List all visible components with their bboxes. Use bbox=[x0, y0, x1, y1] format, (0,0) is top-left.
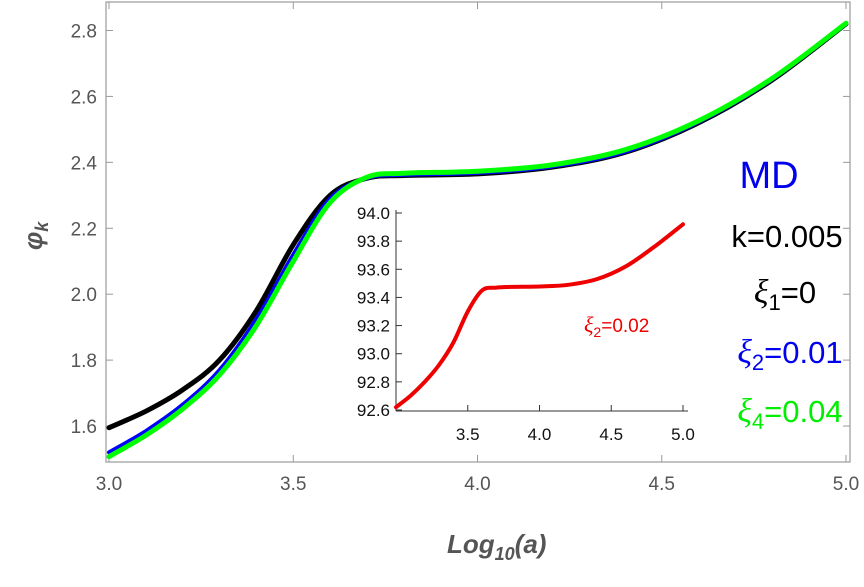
legend-k: k=0.005 bbox=[731, 219, 842, 254]
y-axis-label: φk bbox=[18, 221, 52, 250]
y-tick-label: 1.8 bbox=[71, 351, 97, 372]
inset-y-tick-label: 92.6 bbox=[357, 401, 390, 420]
x-tick-label: 5.0 bbox=[833, 474, 859, 495]
y-tick-label: 1.6 bbox=[71, 417, 97, 438]
y-tick-label: 2.8 bbox=[71, 21, 97, 42]
x-tick-label: 3.0 bbox=[96, 474, 122, 495]
inset-y-tick-label: 94.0 bbox=[357, 204, 390, 223]
x-tick-label: 4.5 bbox=[649, 474, 675, 495]
inset-x-tick-label: 3.5 bbox=[456, 425, 480, 444]
inset-y-tick-label: 93.2 bbox=[357, 317, 390, 336]
legend-xi1: ξ1=0 bbox=[754, 274, 816, 315]
inset-y-tick-label: 93.0 bbox=[357, 345, 390, 364]
y-tick-label: 2.2 bbox=[71, 219, 97, 240]
inset-y-tick-label: 93.4 bbox=[357, 288, 390, 307]
inset-y-tick-label: 92.8 bbox=[357, 373, 390, 392]
series-line-3 bbox=[106, 20, 849, 460]
inset-y-tick-label: 93.6 bbox=[357, 260, 390, 279]
x-tick-label: 3.5 bbox=[280, 474, 306, 495]
inset-y-tick-label: 93.8 bbox=[357, 232, 390, 251]
inset-series-label: ξ2=0.02 bbox=[584, 312, 649, 340]
legend-xi2: ξ2=0.01 bbox=[737, 334, 842, 375]
y-tick-label: 2.0 bbox=[71, 285, 97, 306]
inset-series-line bbox=[394, 222, 685, 410]
y-tick-label: 2.6 bbox=[71, 87, 97, 108]
inset-x-tick-label: 4.0 bbox=[528, 425, 552, 444]
legend-xi4: ξ4=0.04 bbox=[737, 393, 842, 434]
inset-x-tick-label: 4.5 bbox=[599, 425, 623, 444]
y-tick-label: 2.4 bbox=[71, 153, 98, 174]
x-axis-label: Log10(a) bbox=[447, 529, 546, 564]
inset-x-tick-label: 5.0 bbox=[671, 425, 695, 444]
x-tick-label: 4.0 bbox=[464, 474, 490, 495]
legend-model: MD bbox=[739, 155, 798, 197]
inset-background bbox=[362, 205, 692, 421]
